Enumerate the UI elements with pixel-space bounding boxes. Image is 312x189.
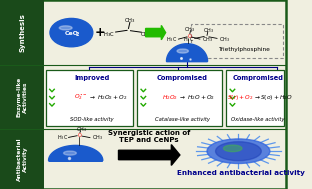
Bar — [0, 0, 44, 189]
Text: Oxidase-like activity: Oxidase-like activity — [231, 117, 285, 122]
Text: 2: 2 — [76, 32, 79, 37]
Text: $\rm H_3C$: $\rm H_3C$ — [166, 35, 178, 44]
FancyBboxPatch shape — [226, 70, 284, 126]
Text: Synthesis: Synthesis — [19, 13, 25, 52]
Ellipse shape — [207, 139, 270, 163]
Text: CeO: CeO — [64, 31, 78, 36]
Text: Antibacterial
Activity: Antibacterial Activity — [17, 137, 27, 180]
Text: $\rm CH_3$: $\rm CH_3$ — [203, 26, 214, 35]
Text: $O_2^{\bullet-}$: $O_2^{\bullet-}$ — [75, 93, 88, 102]
FancyBboxPatch shape — [191, 24, 283, 58]
Circle shape — [50, 18, 93, 47]
Text: $\rightarrow S(o) + H_2O$: $\rightarrow S(o) + H_2O$ — [253, 93, 293, 102]
Ellipse shape — [64, 151, 76, 155]
Text: O: O — [77, 133, 81, 138]
FancyBboxPatch shape — [46, 70, 133, 126]
Ellipse shape — [216, 142, 261, 161]
Text: Improved: Improved — [75, 75, 110, 81]
Text: $\rm CH_3$: $\rm CH_3$ — [202, 35, 212, 44]
Text: O: O — [188, 34, 191, 39]
Text: Compromised: Compromised — [157, 75, 208, 81]
FancyBboxPatch shape — [0, 0, 285, 189]
Text: $H_2O_2$: $H_2O_2$ — [162, 93, 178, 102]
Text: $S(r) + O_2$: $S(r) + O_2$ — [227, 93, 253, 102]
Text: Triethylphosphine: Triethylphosphine — [218, 47, 270, 52]
Polygon shape — [49, 145, 103, 161]
Text: $\rm H_3C$: $\rm H_3C$ — [103, 30, 115, 39]
Text: Catalase-like activity: Catalase-like activity — [155, 117, 210, 122]
Text: $\rm CH_3$: $\rm CH_3$ — [76, 125, 87, 134]
Text: $\rm CH_3$: $\rm CH_3$ — [140, 30, 152, 39]
Polygon shape — [146, 26, 166, 40]
Text: $\rightarrow\ H_2O + O_2$: $\rightarrow\ H_2O + O_2$ — [178, 93, 215, 102]
Text: SOD-like activity: SOD-like activity — [70, 117, 114, 122]
Ellipse shape — [177, 49, 188, 53]
Text: $\rm H_3C$: $\rm H_3C$ — [183, 35, 195, 44]
Text: $\rm H_3C$: $\rm H_3C$ — [57, 133, 68, 143]
Ellipse shape — [223, 145, 242, 152]
Text: $\rm CH_3$: $\rm CH_3$ — [219, 35, 230, 44]
Text: $\rm CH_3$: $\rm CH_3$ — [124, 16, 136, 25]
Text: $\rightarrow\ H_2O_2 + O_2$: $\rightarrow\ H_2O_2 + O_2$ — [88, 93, 128, 102]
Text: $\rm CH_3$: $\rm CH_3$ — [184, 25, 195, 34]
Polygon shape — [119, 145, 180, 165]
FancyBboxPatch shape — [137, 70, 222, 126]
Text: $\rm CH_3$: $\rm CH_3$ — [92, 133, 103, 143]
Ellipse shape — [59, 26, 72, 30]
Text: Enhanced antibacterial activity: Enhanced antibacterial activity — [177, 170, 305, 176]
Text: Compromised: Compromised — [232, 75, 283, 81]
Text: Enzyme-like
Activities: Enzyme-like Activities — [17, 77, 27, 117]
Text: +: + — [95, 26, 105, 39]
Text: Synergistic action of
TEP and CeNPs: Synergistic action of TEP and CeNPs — [108, 130, 190, 143]
Polygon shape — [167, 44, 207, 61]
